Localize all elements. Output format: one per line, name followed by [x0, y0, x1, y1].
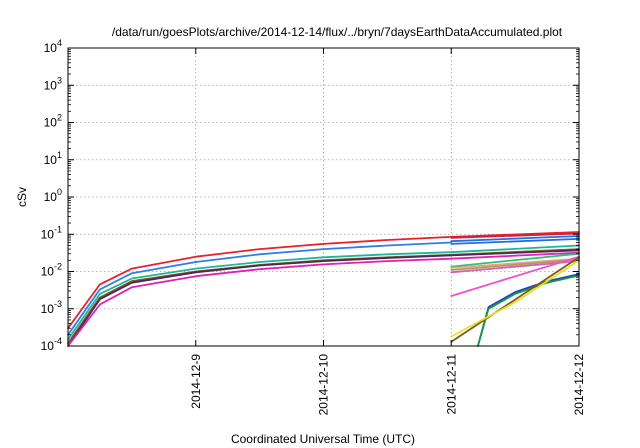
x-tick-label: 2014-12-11	[444, 354, 458, 415]
series-line	[450, 244, 580, 254]
y-tick-label: 100	[44, 187, 62, 204]
axis-ticks: 2014-12-9 2014-12-10 2014-12-11 2014-12-12 1…	[41, 38, 586, 415]
y-tick-exponent: 4	[57, 38, 62, 48]
y-tick-exponent: 0	[57, 187, 62, 197]
series-line	[450, 255, 580, 297]
y-tick-label: 10-2	[41, 262, 62, 279]
y-tick-base: 10	[41, 339, 55, 353]
series-line	[450, 259, 580, 338]
y-tick-label: 10-4	[41, 336, 62, 353]
series-line	[67, 241, 453, 336]
y-tick-exponent: 3	[57, 75, 62, 85]
series-line	[450, 237, 580, 245]
series-line	[450, 256, 580, 343]
y-tick-exponent: 1	[57, 150, 62, 160]
series-line	[67, 251, 453, 341]
series-line	[450, 251, 580, 260]
x-axis-label: Coordinated Universal Time (UTC)	[231, 432, 415, 446]
y-tick-label: 102	[44, 113, 62, 130]
y-tick-label: 10-3	[41, 299, 62, 316]
y-tick-label: 104	[44, 38, 62, 55]
y-tick-base: 10	[44, 41, 58, 55]
series-line	[450, 252, 580, 268]
y-tick-base: 10	[44, 116, 58, 130]
series-line	[450, 249, 580, 257]
y-tick-label: 103	[44, 75, 62, 92]
chart-title: /data/run/goesPlots/archive/2014-12-14/f…	[112, 25, 563, 39]
series-line	[450, 257, 580, 269]
series-line	[450, 235, 580, 243]
y-tick-base: 10	[41, 302, 55, 316]
y-tick-exponent: 2	[57, 113, 62, 123]
x-tick-label: 2014-12-12	[572, 354, 586, 416]
y-tick-base: 10	[44, 78, 58, 92]
y-tick-base: 10	[44, 190, 58, 204]
y-axis-label: cSv	[15, 187, 29, 207]
y-tick-exponent: -2	[54, 262, 62, 272]
y-tick-exponent: -3	[54, 299, 62, 309]
series-line	[450, 258, 580, 271]
y-tick-exponent: -1	[54, 224, 62, 234]
series-line	[476, 274, 580, 347]
series-line	[67, 257, 453, 347]
series-line	[67, 254, 453, 347]
x-tick-label: 2014-12-10	[317, 354, 331, 416]
y-tick-label: 101	[44, 150, 62, 167]
series-group	[67, 231, 580, 347]
series-line	[450, 231, 580, 238]
x-tick-label: 2014-12-9	[189, 354, 203, 409]
y-tick-base: 10	[41, 227, 55, 241]
grid-lines	[68, 48, 579, 346]
series-line	[450, 232, 580, 239]
y-tick-base: 10	[41, 265, 55, 279]
y-tick-exponent: -4	[54, 336, 62, 346]
y-tick-label: 10-1	[41, 224, 62, 241]
y-tick-base: 10	[44, 153, 58, 167]
series-line	[67, 235, 453, 330]
